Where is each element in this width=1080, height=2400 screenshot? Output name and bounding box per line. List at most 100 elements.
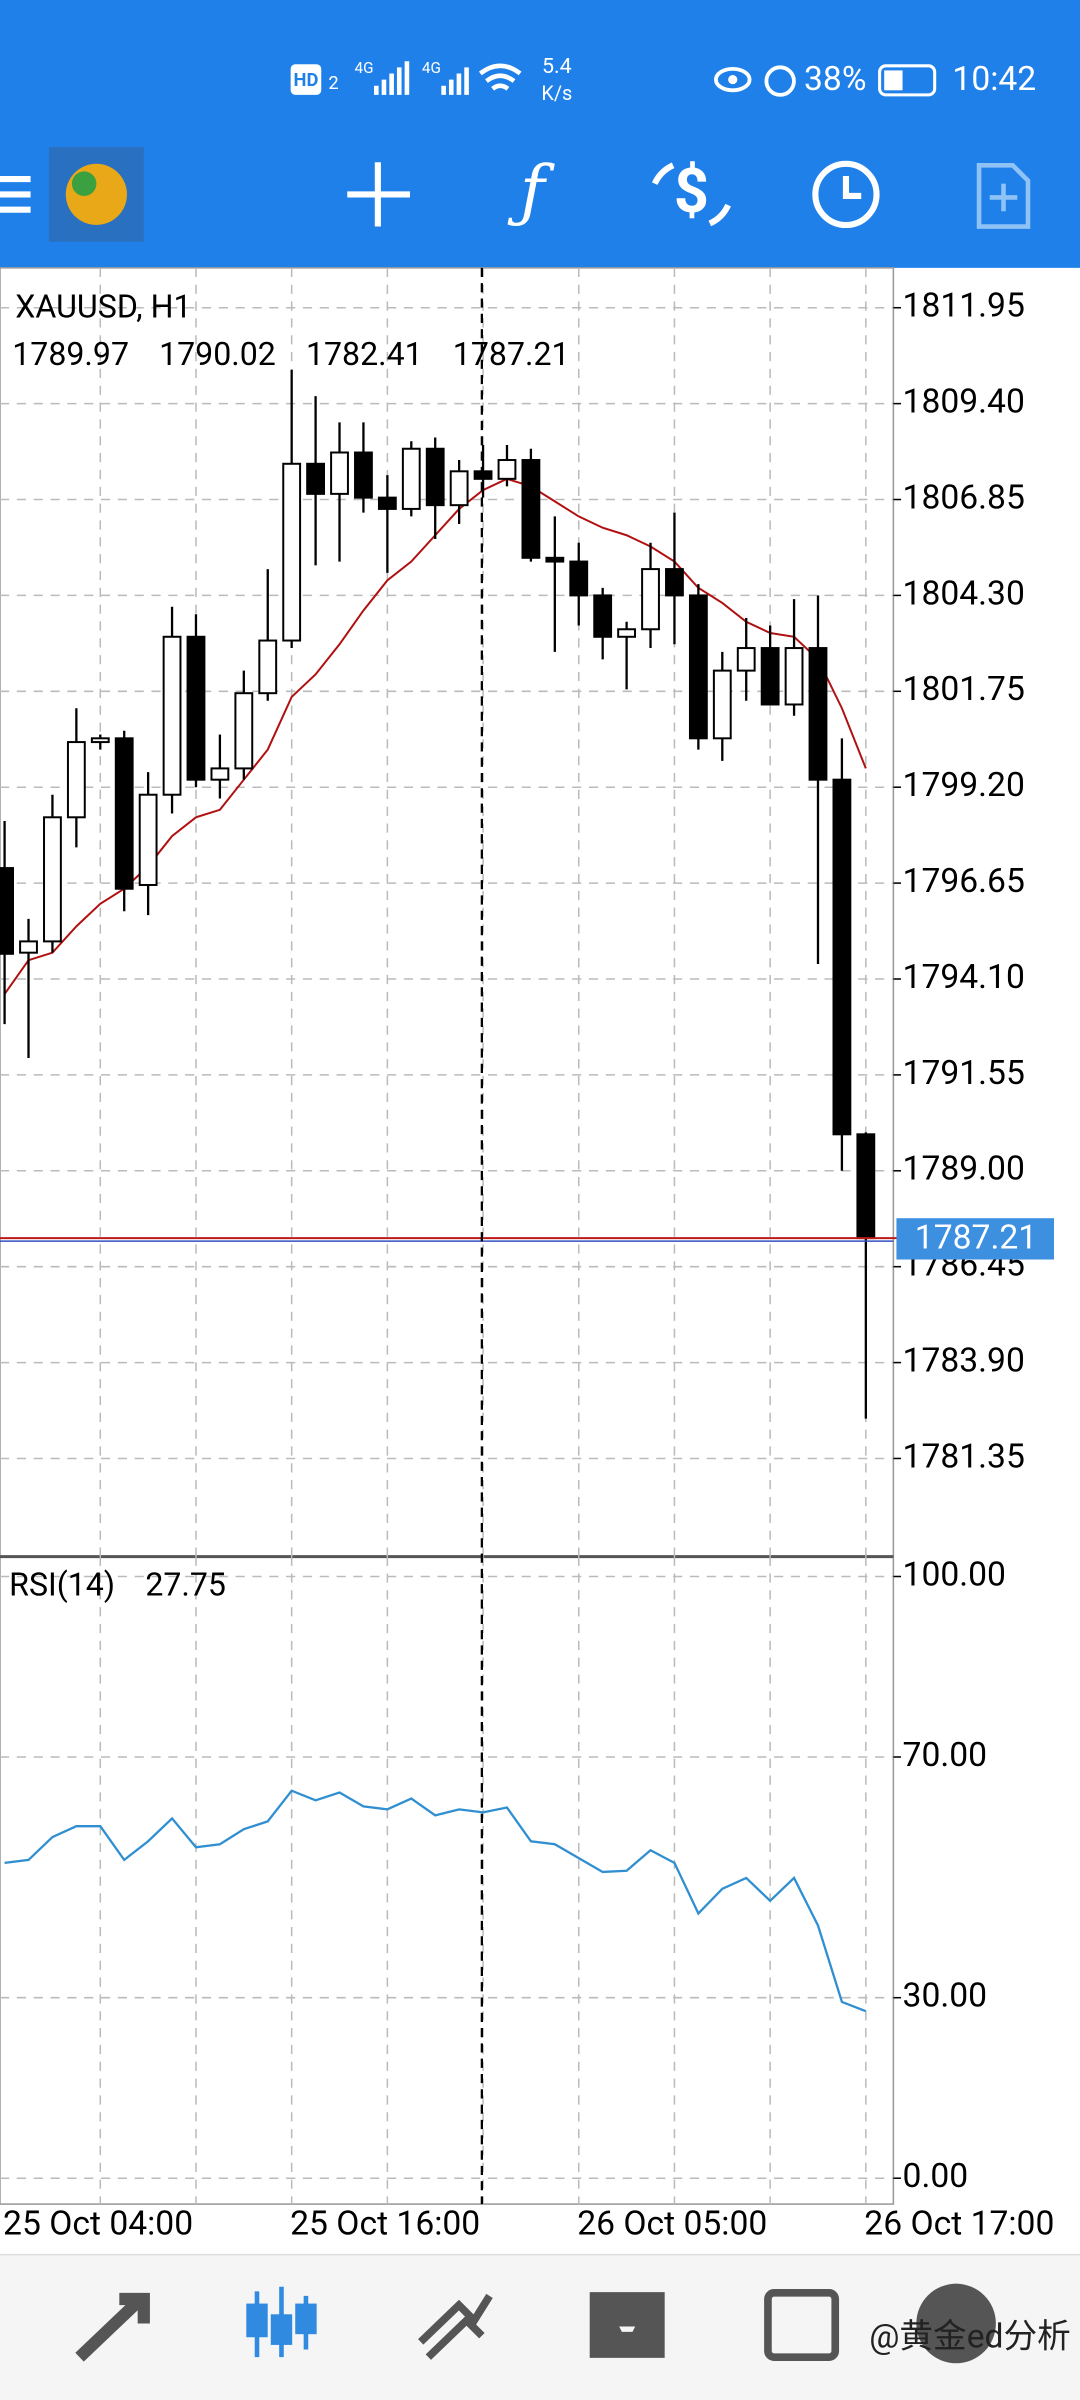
candle-body	[736, 647, 756, 672]
rsi-value: 27.75	[145, 1566, 226, 1604]
ohlc-value: 1787.21	[453, 335, 570, 373]
y-tick-label: 1806.85	[903, 478, 1025, 517]
candle-body	[186, 635, 206, 781]
candle-body	[665, 568, 684, 597]
ohlc-value: 1789.97	[12, 335, 129, 373]
net-speed-unit: K/s	[541, 82, 572, 105]
candle-body	[19, 940, 38, 954]
y-tick-label: 1809.40	[903, 383, 1025, 422]
candle-body	[306, 462, 326, 495]
candle-body	[497, 459, 517, 480]
candle-body	[808, 647, 828, 781]
y-tick-label: 1799.20	[903, 766, 1025, 805]
current-price-box	[896, 1218, 1054, 1260]
chart-tab-icon	[270, 2314, 293, 2345]
trade-button[interactable]: $	[674, 155, 709, 227]
battery-percent: 38%	[804, 60, 866, 99]
hd-icon	[290, 64, 322, 95]
quotes-tab[interactable]	[75, 2292, 150, 2362]
candle-body	[90, 737, 110, 744]
period-button-hands	[842, 176, 862, 199]
y-tick-label: 100.00	[903, 1555, 1006, 1594]
net-speed: 5.4	[542, 54, 572, 79]
candle-body	[258, 639, 278, 695]
candle-body	[43, 816, 62, 943]
candle-body	[210, 767, 230, 781]
candle-body	[832, 778, 852, 1136]
app-header	[0, 0, 1080, 268]
current-price-label: 1787.21	[915, 1219, 1037, 1258]
rsi-line	[4, 1789, 867, 2013]
x-tick-label: 25 Oct 04:00	[3, 2204, 193, 2243]
news-tab[interactable]	[764, 2289, 840, 2361]
period-button[interactable]	[812, 160, 880, 229]
y-tick-label: 1794.10	[903, 958, 1025, 997]
crosshair-button[interactable]	[347, 162, 410, 227]
watermark: @黄金ed分析	[869, 2318, 1071, 2357]
wifi-icon	[478, 63, 522, 91]
ohlc-header: 1789.97 1790.02 1782.41 1787.21	[12, 335, 569, 373]
candle-body	[856, 1133, 876, 1240]
symbol-title: XAUUSD, H1	[15, 288, 191, 326]
y-tick-label: 1783.90	[903, 1341, 1025, 1380]
x-tick-label: 25 Oct 16:00	[290, 2204, 480, 2243]
history-tab[interactable]	[589, 2292, 665, 2358]
candle-body	[641, 568, 660, 631]
candle-body	[712, 669, 732, 740]
candle-body	[330, 451, 349, 495]
candle-body	[234, 692, 254, 770]
network-label: 4G	[355, 59, 374, 77]
eye-icon	[728, 75, 738, 85]
y-tick-label: 30.00	[903, 1977, 988, 2016]
rsi-title: RSI(14)	[9, 1566, 115, 1604]
candle-body	[377, 496, 397, 510]
chart-tab-icon	[246, 2303, 268, 2338]
template-button[interactable]	[976, 163, 1031, 229]
template-button-plus	[989, 183, 1018, 212]
sim-label: 2	[328, 73, 338, 94]
eye-icon	[714, 66, 752, 93]
candle-body	[688, 594, 708, 740]
y-tick-label: 1811.95	[903, 287, 1025, 326]
candle-body	[473, 470, 493, 480]
messages-tab[interactable]	[916, 2283, 996, 2364]
clock: 10:42	[952, 60, 1036, 99]
candle-body	[138, 793, 158, 886]
y-tick-label: 1796.65	[903, 862, 1025, 901]
candle-body	[282, 462, 302, 642]
y-tick-label: 70.00	[903, 1736, 988, 1775]
candle-body	[114, 737, 134, 890]
candle-body	[617, 628, 637, 638]
y-tick-label: 0.00	[903, 2157, 969, 2196]
chart-tab-icon	[295, 2303, 317, 2335]
signal-icon	[441, 67, 469, 95]
candle-body	[593, 594, 613, 638]
plot-layer	[0, 267, 1053, 2205]
trade-tab[interactable]	[418, 2293, 493, 2360]
chart-tab[interactable]	[246, 2286, 317, 2358]
y-tick-label: 1789.00	[903, 1150, 1025, 1189]
candle-body	[760, 647, 780, 706]
candle-body	[569, 560, 589, 597]
y-tick-label: 1781.35	[903, 1437, 1025, 1476]
app-logo-mark	[71, 171, 97, 196]
ohlc-value: 1782.41	[306, 335, 423, 373]
candle-body	[521, 459, 541, 559]
y-tick-label: 1801.75	[903, 670, 1025, 709]
x-tick-label: 26 Oct 05:00	[577, 2204, 767, 2243]
app-logo-mark	[65, 163, 127, 225]
alarm-icon	[764, 65, 796, 97]
battery-icon	[878, 64, 937, 97]
bottom-nav	[0, 2254, 1080, 2400]
candle-body	[449, 470, 469, 507]
menu-button[interactable]	[0, 176, 31, 213]
signal-icon	[374, 61, 410, 95]
ohlc-value: 1790.02	[159, 335, 276, 373]
hd-label: HD	[293, 70, 318, 91]
candle-body	[66, 741, 86, 819]
network-label: 4G	[422, 59, 441, 77]
candle-body	[0, 867, 14, 955]
y-tick-label: 1804.30	[903, 574, 1025, 613]
